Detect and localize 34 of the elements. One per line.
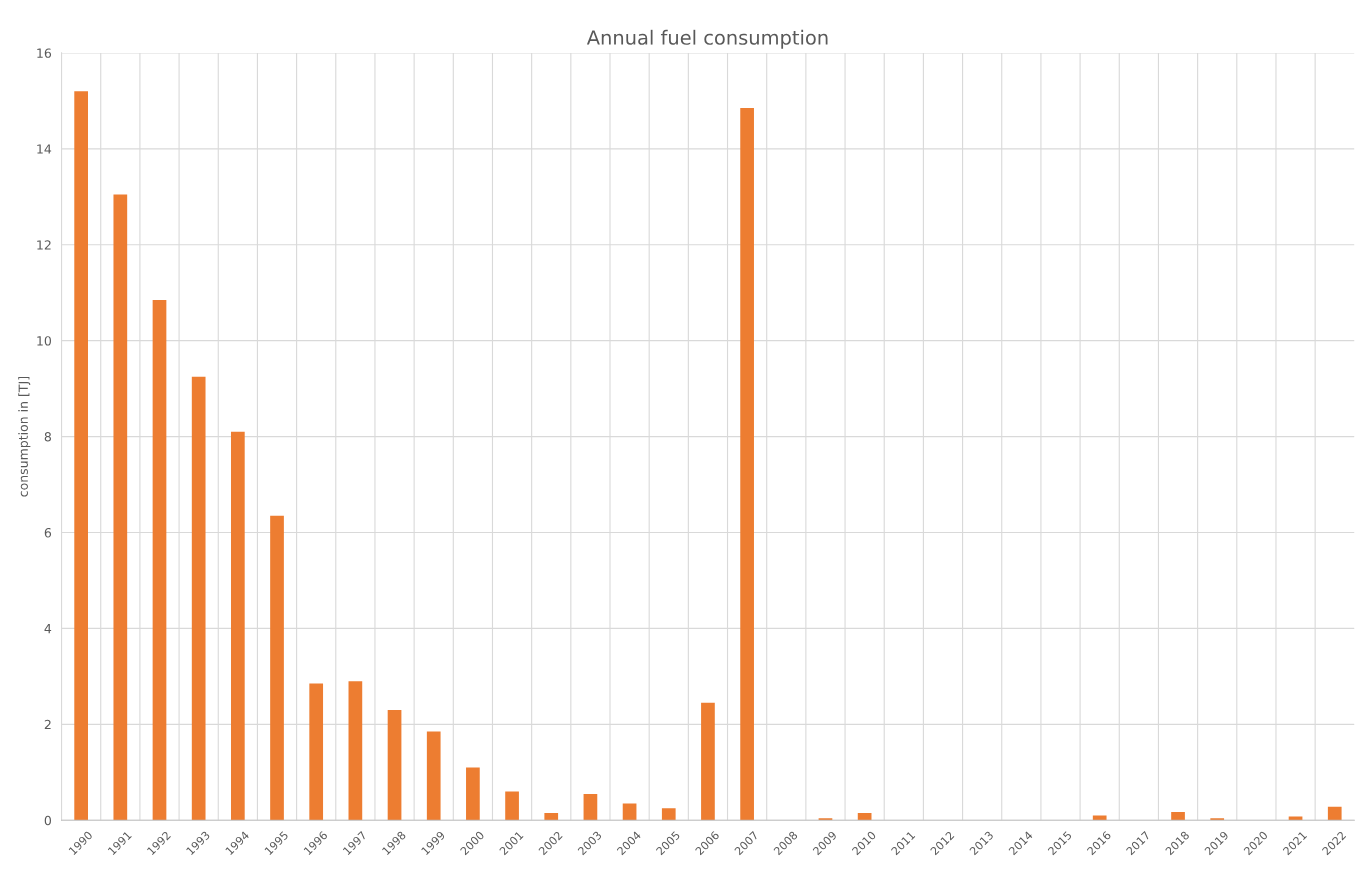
y-tick-label: 14 (37, 144, 52, 154)
bar (348, 681, 363, 821)
y-tick-label: 4 (44, 624, 52, 634)
bar (505, 791, 519, 821)
bar (113, 194, 128, 821)
bar (230, 431, 245, 821)
bar (387, 709, 402, 821)
bar (1327, 806, 1342, 821)
bar (661, 808, 676, 821)
chart-title: Annual fuel consumption (586, 29, 828, 49)
bar (740, 108, 754, 821)
bar (270, 515, 284, 821)
bar (544, 813, 559, 821)
bar (1288, 816, 1303, 821)
y-tick-label: 0 (44, 815, 52, 826)
y-tick-label: 8 (44, 432, 51, 442)
bar (583, 793, 598, 821)
bar (701, 702, 715, 821)
bar (426, 731, 441, 821)
y-tick-label: 10 (37, 336, 52, 346)
bar (1092, 815, 1107, 821)
y-tick-label: 16 (37, 48, 52, 58)
bar (152, 299, 167, 821)
y-axis-title: consumption in [TJ] (18, 376, 31, 497)
y-tick-label: 12 (37, 240, 51, 250)
y-tick-label: 6 (44, 527, 52, 538)
bar (466, 767, 480, 821)
bar (191, 376, 206, 821)
bar (857, 813, 872, 821)
y-tick-label: 2 (44, 719, 51, 730)
bar (309, 683, 324, 821)
bar (1171, 812, 1185, 821)
bar (622, 803, 637, 821)
bar (74, 91, 88, 821)
